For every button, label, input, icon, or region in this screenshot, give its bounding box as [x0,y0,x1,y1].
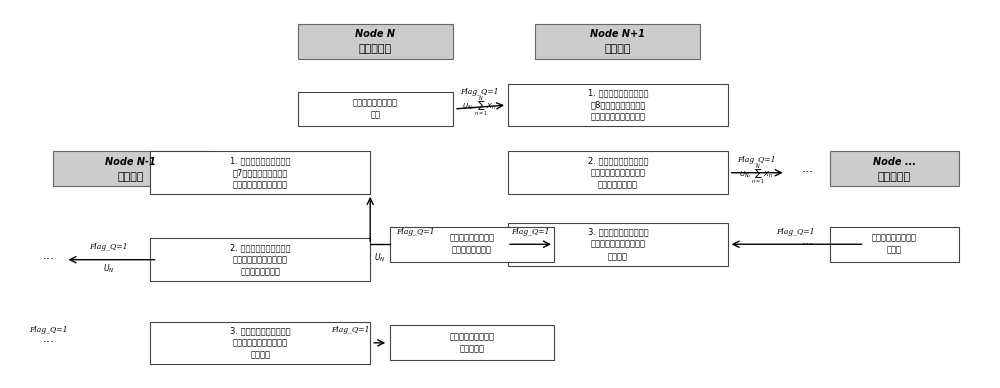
FancyBboxPatch shape [830,227,959,262]
Text: Flag_Q=1: Flag_Q=1 [511,228,549,236]
Text: 向下游节点请求无功
补偿: 向下游节点请求无功 补偿 [353,99,398,120]
Text: ···: ··· [802,166,814,179]
Text: Node N: Node N [355,29,395,39]
Text: ···: ··· [802,238,814,251]
FancyBboxPatch shape [535,24,700,59]
Text: 电压越上限: 电压越上限 [359,44,392,54]
Text: 3. 上游所有节点的光伏无
功容量均用尽；向电压越
限点提示: 3. 上游所有节点的光伏无 功容量均用尽；向电压越 限点提示 [230,326,291,360]
Text: ···: ··· [43,336,55,349]
Text: $U_{N},\sum_{n=1}^{N}X_n$: $U_{N},\sum_{n=1}^{N}X_n$ [462,95,496,118]
Text: $U_N$: $U_N$ [374,251,386,264]
FancyBboxPatch shape [508,84,728,126]
Text: ···: ··· [43,253,55,266]
Text: Flag_Q=1: Flag_Q=1 [396,228,434,236]
Text: 电压仍越限；向上游
节点请求无功补偿: 电压仍越限；向上游 节点请求无功补偿 [450,234,495,255]
Text: $U_N$: $U_N$ [103,263,114,275]
Text: Node N+1: Node N+1 [590,29,645,39]
FancyBboxPatch shape [298,92,453,126]
Text: Flag_Q=1: Flag_Q=1 [29,326,68,334]
Text: Flag_Q=1: Flag_Q=1 [460,88,498,96]
FancyBboxPatch shape [508,223,728,265]
FancyBboxPatch shape [390,326,554,360]
Text: Flag_Q=1: Flag_Q=1 [776,228,815,236]
FancyBboxPatch shape [150,151,370,194]
FancyBboxPatch shape [298,24,453,59]
FancyBboxPatch shape [53,151,208,186]
Text: Flag_Q=1: Flag_Q=1 [737,156,776,164]
Text: 电压仍越限；启动有
功功率缩减: 电压仍越限；启动有 功功率缩减 [450,332,495,353]
Text: $U_{N},\sum_{n=1}^{N}X_n$: $U_{N},\sum_{n=1}^{N}X_n$ [739,163,774,187]
Text: Node ...: Node ... [873,157,916,167]
Text: Node N-1: Node N-1 [105,157,156,167]
Text: 不响应上游的无功补
偿请求: 不响应上游的无功补 偿请求 [872,234,917,255]
Text: 1. 光伏有无功裕度；由式
（8）计算无功补偿增量
并控制光伏进行无功补偿: 1. 光伏有无功裕度；由式 （8）计算无功补偿增量 并控制光伏进行无功补偿 [588,88,648,122]
Text: Flag_Q=1: Flag_Q=1 [89,243,128,251]
Text: 2. 光伏无功补偿量达到上
限；电压仍越限，向上游
节点请求无功补偿: 2. 光伏无功补偿量达到上 限；电压仍越限，向上游 节点请求无功补偿 [230,243,291,276]
Text: Flag_Q=1: Flag_Q=1 [331,326,369,334]
Text: 3. 下游所有节点的光伏无
功容量均用尽；向电压越
限点提示: 3. 下游所有节点的光伏无 功容量均用尽；向电压越 限点提示 [588,228,648,261]
FancyBboxPatch shape [508,151,728,194]
Text: 1. 光伏有无功裕度；由式
（7）计算无功补偿增量
并控制光伏进行无功补偿: 1. 光伏有无功裕度；由式 （7）计算无功补偿增量 并控制光伏进行无功补偿 [230,156,291,189]
Text: 2. 光伏无功补偿量已达上
限；电压仍越限，向下游
节点请求无功补偿: 2. 光伏无功补偿量已达上 限；电压仍越限，向下游 节点请求无功补偿 [588,156,648,189]
Text: 电压正常: 电压正常 [117,171,144,182]
FancyBboxPatch shape [390,227,554,262]
Text: 电压正常: 电压正常 [605,44,631,54]
FancyBboxPatch shape [830,151,959,186]
FancyBboxPatch shape [150,239,370,281]
Text: 电压越下限: 电压越下限 [878,171,911,182]
FancyBboxPatch shape [150,322,370,364]
